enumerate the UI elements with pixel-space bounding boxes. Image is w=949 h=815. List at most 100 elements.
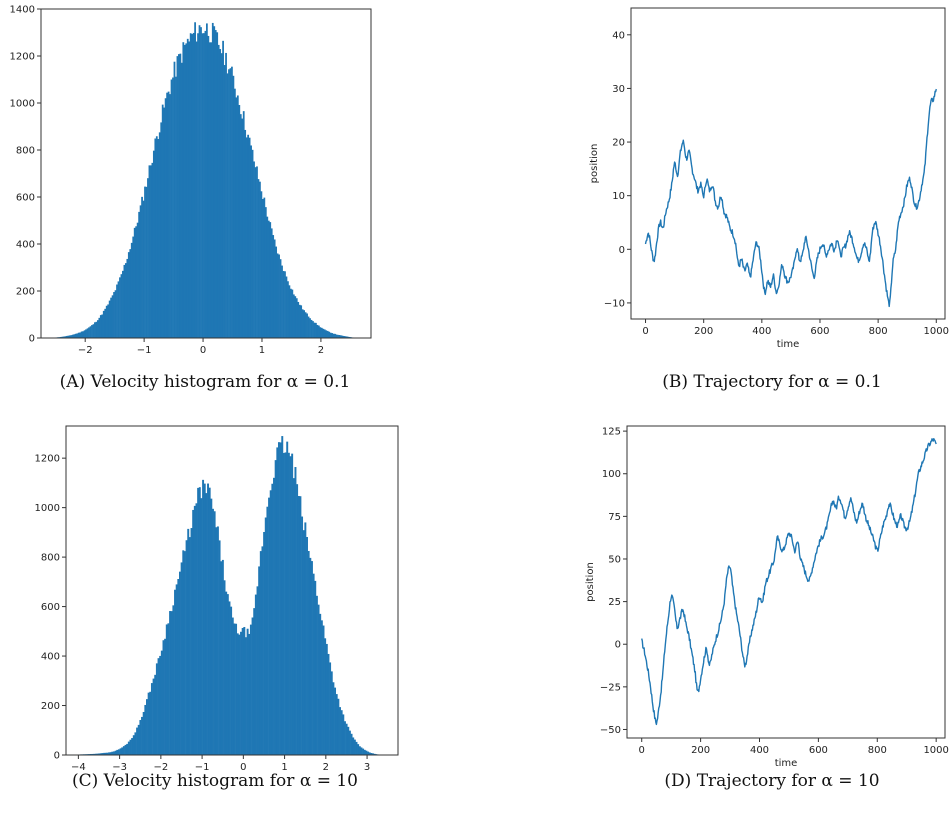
histogram-bar [271, 483, 274, 755]
histogram-bar [240, 631, 242, 755]
histogram-bar [179, 53, 182, 338]
histogram-bar [188, 537, 191, 755]
histogram-bar [122, 746, 125, 755]
histogram-bar [358, 746, 361, 755]
histogram-bar [195, 503, 198, 755]
histogram-bar [276, 253, 279, 338]
histogram-bar [203, 33, 205, 338]
histogram-bar [152, 678, 155, 755]
histogram-bar [370, 753, 373, 755]
histogram-bar [107, 304, 110, 338]
histogram-bar [64, 336, 67, 338]
histogram-bar [63, 336, 65, 338]
histogram-bar [148, 165, 151, 338]
histogram-bar [131, 738, 134, 755]
histogram-bar [74, 333, 77, 338]
histogram-bar [287, 281, 289, 338]
histogram-bar [127, 252, 130, 338]
histogram-bar [130, 242, 133, 338]
histogram-bar [258, 566, 261, 755]
histogram-bar [373, 753, 376, 755]
histogram-bar [120, 274, 123, 338]
histogram-bar [216, 526, 219, 755]
histogram-bar [144, 704, 147, 755]
histogram-bar [88, 327, 90, 338]
histogram-bar [60, 336, 62, 338]
histogram-bar [331, 333, 333, 338]
histogram-bar [141, 196, 143, 338]
panel-a-velocity-histogram: −2 −1 0 1 2 0 200 400 600 800 1000 1200 1400 [10, 5, 372, 356]
histogram-bar [343, 336, 345, 338]
histogram-bar [216, 32, 219, 339]
histogram-bar [205, 493, 208, 755]
histogram-bar [230, 606, 233, 755]
histogram-bar [289, 288, 292, 338]
histogram-bar [320, 327, 323, 338]
histogram-bar [206, 23, 208, 338]
histogram-bar [310, 561, 313, 755]
histogram-bar [91, 753, 94, 755]
histogram-bar [312, 573, 315, 755]
histogram-bar [71, 334, 74, 338]
histogram-bar [241, 627, 244, 755]
histogram-bar [193, 505, 196, 755]
histogram-bar [73, 334, 76, 338]
histogram-bar [126, 743, 129, 755]
y-tick-label-c: 1000 [35, 503, 60, 514]
histogram-bar [307, 316, 310, 338]
histogram-bar [152, 150, 155, 338]
histogram-bar [251, 149, 254, 338]
histogram-bar [267, 220, 270, 338]
x-tick-label-c: −3 [112, 762, 127, 773]
histogram-bar [352, 737, 355, 755]
trajectory-line-d [641, 438, 937, 726]
histogram-bar [372, 753, 374, 755]
x-tick-label-c: −2 [153, 762, 168, 773]
histogram-bar [190, 528, 193, 755]
histogram-bar [179, 571, 181, 755]
histogram-bar [150, 165, 152, 338]
histogram-bar [160, 650, 163, 755]
histogram-bar [113, 292, 115, 338]
histogram-bar [339, 707, 341, 755]
y-tick-label-d: 50 [608, 554, 621, 565]
histogram-bar [99, 753, 102, 755]
histogram-bar [248, 137, 251, 338]
x-tick-label-b: 0 [642, 326, 648, 337]
y-tick-label-c: 1200 [35, 454, 60, 465]
histogram-bar [186, 38, 189, 338]
histogram-bar [165, 624, 168, 755]
histogram-bar [133, 227, 136, 338]
histogram-bar [94, 753, 97, 755]
histogram-bar [243, 626, 246, 755]
histogram-bar [245, 137, 248, 338]
histogram-bar [175, 584, 178, 755]
histogram-bar [266, 506, 269, 755]
histogram-bar [228, 601, 231, 755]
histogram-bar [317, 325, 320, 338]
histogram-bar [174, 589, 177, 755]
histogram-bar [264, 207, 267, 338]
histogram-bar [101, 314, 104, 338]
histogram-bar [173, 61, 176, 338]
histogram-bar [302, 530, 305, 755]
histogram-bar [244, 129, 247, 338]
histogram-bar [345, 336, 348, 338]
histogram-bar [166, 92, 168, 338]
histogram-bar [304, 312, 307, 338]
histogram-bar [139, 720, 142, 755]
histogram-bars-c [78, 436, 384, 755]
histogram-bar [104, 308, 107, 338]
histogram-bar [98, 753, 101, 755]
histogram-bar [301, 309, 304, 338]
histogram-bar [89, 326, 92, 338]
histogram-bar [155, 663, 158, 755]
y-tick-label-c: 800 [41, 553, 60, 564]
histogram-bar [154, 674, 157, 755]
histogram-bar [274, 460, 277, 755]
histogram-bar [70, 335, 73, 338]
histogram-bar [187, 528, 190, 755]
x-tick-label-b: 600 [810, 326, 829, 337]
histogram-bar [353, 739, 356, 755]
y-tick-label-a: 400 [16, 240, 35, 251]
